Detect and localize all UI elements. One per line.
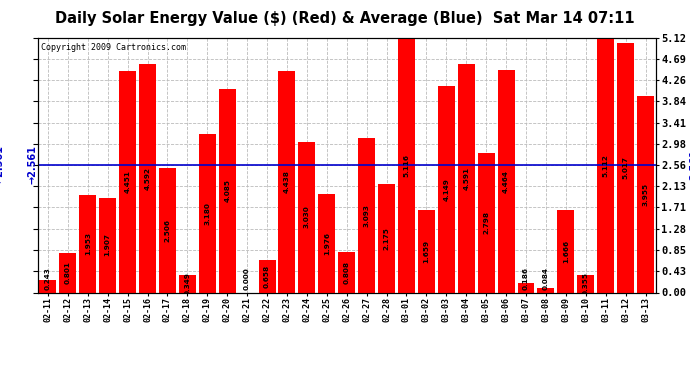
Text: Daily Solar Energy Value ($) (Red) & Average (Blue)  Sat Mar 14 07:11: Daily Solar Energy Value ($) (Red) & Ave… xyxy=(55,11,635,26)
Text: 1.953: 1.953 xyxy=(85,232,91,255)
Text: 1.907: 1.907 xyxy=(105,234,110,256)
Text: 1.666: 1.666 xyxy=(563,240,569,262)
Bar xyxy=(219,89,236,292)
Bar xyxy=(497,70,515,292)
Bar xyxy=(59,253,77,292)
Text: 0.243: 0.243 xyxy=(45,267,51,290)
Bar xyxy=(119,71,136,292)
Text: 4.149: 4.149 xyxy=(444,178,449,201)
Bar xyxy=(199,134,216,292)
Bar xyxy=(617,43,634,292)
Bar xyxy=(538,288,554,292)
Text: 3.093: 3.093 xyxy=(364,204,370,227)
Text: 0.000: 0.000 xyxy=(244,267,250,290)
Bar xyxy=(518,283,535,292)
Text: 0.084: 0.084 xyxy=(543,267,549,290)
Bar xyxy=(259,260,275,292)
Bar xyxy=(39,280,57,292)
Text: 1.976: 1.976 xyxy=(324,232,330,255)
Text: 0.349: 0.349 xyxy=(184,272,190,295)
Text: 5.017: 5.017 xyxy=(622,156,629,179)
Text: 0.801: 0.801 xyxy=(65,261,71,284)
Bar xyxy=(637,96,654,292)
Bar xyxy=(358,138,375,292)
Text: ←2.561: ←2.561 xyxy=(0,146,4,184)
Bar xyxy=(378,184,395,292)
Text: 0.808: 0.808 xyxy=(344,261,350,284)
Bar xyxy=(338,252,355,292)
Text: 3.030: 3.030 xyxy=(304,206,310,228)
Bar xyxy=(398,38,415,292)
Text: 0.355: 0.355 xyxy=(583,272,589,295)
Text: Copyright 2009 Cartronics.com: Copyright 2009 Cartronics.com xyxy=(41,43,186,52)
Text: 0.186: 0.186 xyxy=(523,267,529,290)
Bar xyxy=(159,168,176,292)
Text: 1.659: 1.659 xyxy=(424,240,429,263)
Bar xyxy=(139,64,156,292)
Text: 4.591: 4.591 xyxy=(463,166,469,190)
Text: 5.112: 5.112 xyxy=(602,154,609,177)
Text: 4.085: 4.085 xyxy=(224,179,230,202)
Text: →2.561: →2.561 xyxy=(28,146,38,184)
Bar xyxy=(477,153,495,292)
Text: 3.955: 3.955 xyxy=(642,183,649,206)
Bar xyxy=(179,275,196,292)
Bar xyxy=(279,72,295,292)
Bar xyxy=(418,210,435,292)
Text: 4.464: 4.464 xyxy=(503,170,509,193)
Text: 3.180: 3.180 xyxy=(204,202,210,225)
Bar xyxy=(578,275,594,292)
Bar xyxy=(438,86,455,292)
Bar xyxy=(598,38,614,292)
Text: 0.658: 0.658 xyxy=(264,264,270,288)
Text: 5.116: 5.116 xyxy=(404,154,409,177)
Text: 4.438: 4.438 xyxy=(284,171,290,194)
Bar xyxy=(318,194,335,292)
Bar xyxy=(457,64,475,292)
Text: 2.506: 2.506 xyxy=(164,219,170,242)
Bar xyxy=(79,195,96,292)
Bar xyxy=(298,142,315,292)
Text: 2.175: 2.175 xyxy=(384,227,390,250)
Bar xyxy=(99,198,116,292)
Text: 2.798: 2.798 xyxy=(483,211,489,234)
Text: 4.451: 4.451 xyxy=(125,170,130,193)
Text: 4.592: 4.592 xyxy=(144,166,150,190)
Bar xyxy=(558,210,574,292)
